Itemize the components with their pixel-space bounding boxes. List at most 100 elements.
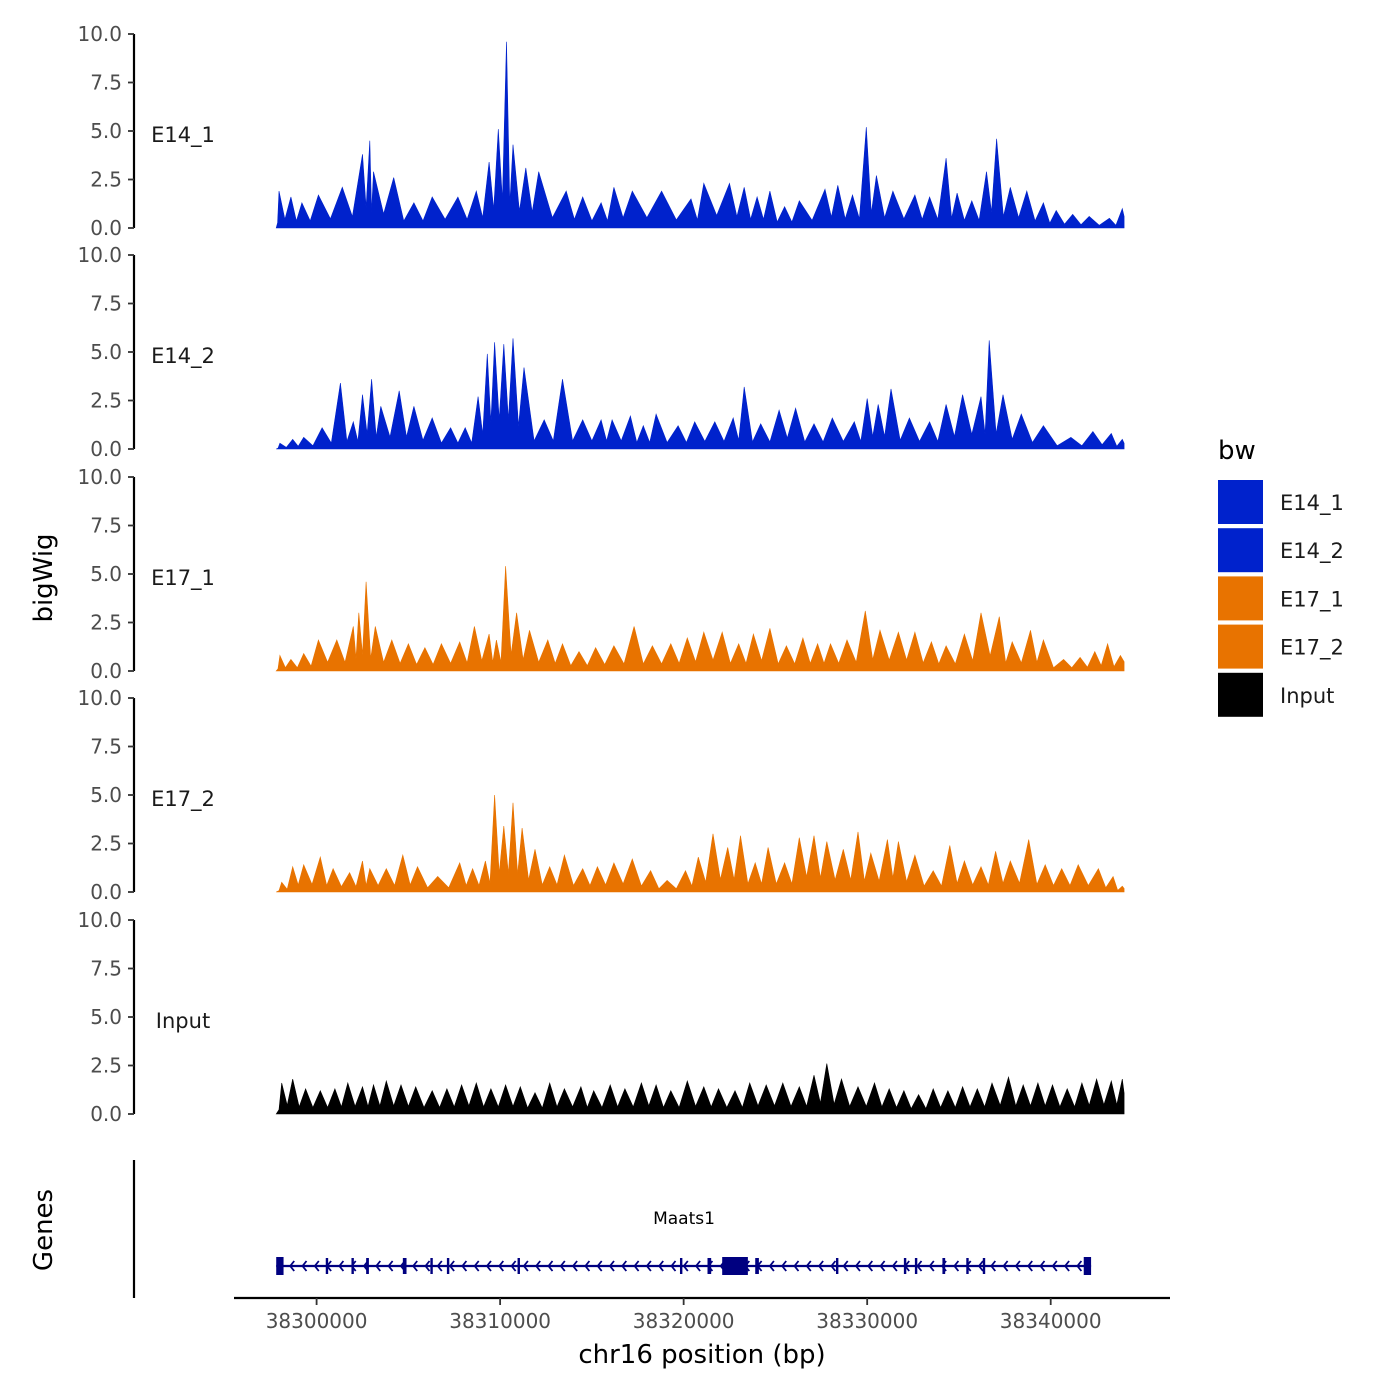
strand-arrow-26 — [608, 1260, 615, 1272]
strand-arrow-19 — [522, 1260, 529, 1272]
y-tick-label-e14-2-4: 10.0 — [77, 243, 122, 267]
y-tick-label-e14-1-1: 2.5 — [90, 168, 122, 192]
strand-arrow-1 — [301, 1260, 308, 1272]
strand-arrow-48 — [879, 1260, 886, 1272]
track-label-e14-1: E14_1 — [151, 123, 215, 148]
strand-arrow-41 — [793, 1260, 800, 1272]
y-tick-label-e17-1-2: 5.0 — [90, 562, 122, 586]
exon-2 — [351, 1258, 354, 1274]
strand-arrow-11 — [424, 1260, 431, 1272]
y-axis-title: bigWig — [29, 533, 59, 622]
strand-arrow-17 — [498, 1260, 505, 1272]
strand-arrow-32 — [682, 1260, 689, 1272]
exon-14 — [914, 1258, 918, 1274]
strand-arrow-18 — [510, 1260, 517, 1272]
exon-15 — [942, 1258, 946, 1274]
x-tick-label-2: 38320000 — [633, 1309, 735, 1333]
strand-arrow-30 — [658, 1260, 664, 1272]
y-tick-label-input-0: 0.0 — [90, 1102, 122, 1126]
strand-arrow-45 — [842, 1260, 849, 1272]
track-input: 0.0 2.5 5.0 7.5 10.0 Input — [77, 908, 1125, 1126]
x-tick-label-4: 38340000 — [1000, 1309, 1102, 1333]
x-axis-title: chr16 position (bp) — [578, 1340, 825, 1370]
exon-4 — [402, 1258, 407, 1274]
y-tick-label-e14-2-2: 5.0 — [90, 340, 122, 364]
strand-arrow-43 — [817, 1260, 824, 1272]
exon-0 — [276, 1257, 284, 1275]
legend: bw E14_1 E14_2 E17_1 E17_2 Input — [1218, 436, 1344, 717]
y-axis-e17-2: 0.0 2.5 5.0 7.5 10.0 — [77, 686, 136, 904]
y-tick-label-e14-1-3: 7.5 — [90, 71, 122, 95]
track-e17-1: 0.0 2.5 5.0 7.5 10.0 E17_1 — [77, 465, 1125, 683]
strand-arrow-7 — [375, 1260, 382, 1272]
exon-13 — [903, 1258, 907, 1274]
coverage-area-e14-2 — [276, 338, 1125, 450]
exon-12 — [835, 1258, 839, 1274]
exon-9 — [707, 1258, 712, 1274]
strand-arrow-2 — [313, 1260, 320, 1272]
strand-arrow-57 — [990, 1260, 997, 1272]
y-tick-label-e17-1-3: 7.5 — [90, 514, 122, 538]
y-tick-label-input-4: 10.0 — [77, 908, 122, 932]
strand-arrow-52 — [928, 1260, 935, 1272]
strand-arrow-23 — [571, 1260, 578, 1272]
strand-arrow-13 — [448, 1260, 455, 1272]
coverage-tracks: 0.0 2.5 5.0 7.5 10.0 E14_1 0.0 2.5 5.0 7.5 10.0 E14… — [77, 22, 1125, 1126]
gene-name-label: Maats1 — [653, 1209, 715, 1229]
track-e14-2: 0.0 2.5 5.0 7.5 10.0 E14_2 — [77, 243, 1125, 461]
strand-arrow-51 — [916, 1260, 923, 1272]
strand-arrow-39 — [768, 1260, 775, 1272]
coverage-area-e17-1 — [275, 566, 1125, 672]
track-label-e17-2: E17_2 — [151, 787, 215, 812]
strand-arrow-28 — [633, 1260, 640, 1272]
track-label-input: Input — [156, 1009, 210, 1033]
strand-arrow-4 — [338, 1260, 345, 1272]
y-axis-input: 0.0 2.5 5.0 7.5 10.0 — [77, 908, 136, 1126]
y-tick-label-e17-2-0: 0.0 — [90, 880, 122, 904]
exon-11 — [755, 1258, 759, 1274]
coverage-area-input — [275, 1063, 1125, 1115]
exon-5 — [430, 1258, 433, 1274]
exon-1 — [325, 1258, 329, 1274]
strand-arrow-49 — [891, 1260, 898, 1272]
y-axis-e14-2: 0.0 2.5 5.0 7.5 10.0 — [77, 243, 136, 461]
y-tick-label-e17-1-4: 10.0 — [77, 465, 122, 489]
strand-arrow-60 — [1027, 1260, 1033, 1272]
strand-arrow-63 — [1063, 1260, 1070, 1272]
x-tick-label-3: 38330000 — [816, 1309, 918, 1333]
legend-swatch-e14-1 — [1218, 480, 1263, 524]
strand-arrow-54 — [953, 1260, 960, 1272]
track-e17-2: 0.0 2.5 5.0 7.5 10.0 E17_2 — [77, 686, 1125, 904]
x-tick-label-1: 38310000 — [449, 1309, 551, 1333]
coverage-area-e14-1 — [275, 41, 1125, 229]
strand-arrow-62 — [1051, 1260, 1058, 1272]
strand-arrow-44 — [830, 1260, 837, 1272]
y-tick-label-input-1: 2.5 — [90, 1054, 122, 1078]
y-tick-label-e14-1-0: 0.0 — [90, 216, 122, 240]
track-label-e17-1: E17_1 — [151, 566, 215, 591]
y-tick-label-e14-1-4: 10.0 — [77, 22, 122, 46]
strand-arrow-14 — [461, 1260, 468, 1272]
strand-arrow-31 — [670, 1260, 677, 1272]
strand-arrow-8 — [387, 1260, 394, 1272]
strand-arrow-24 — [584, 1260, 591, 1272]
x-axis: 38300000 38310000 38320000 38330000 38340000 — [234, 1296, 1170, 1333]
strand-arrow-29 — [645, 1260, 652, 1272]
legend-label-e17-1: E17_1 — [1280, 587, 1344, 612]
exon-3 — [366, 1258, 369, 1274]
y-tick-label-e17-2-4: 10.0 — [77, 686, 122, 710]
exon-18 — [1083, 1257, 1092, 1275]
strand-arrow-40 — [781, 1260, 787, 1272]
legend-label-e14-1: E14_1 — [1280, 491, 1344, 516]
y-tick-label-input-2: 5.0 — [90, 1005, 122, 1029]
legend-label-e17-2: E17_2 — [1280, 636, 1344, 661]
y-tick-label-e14-1-2: 5.0 — [90, 119, 122, 143]
strand-arrow-33 — [694, 1260, 701, 1272]
coverage-area-e17-2 — [276, 794, 1125, 893]
exon-16 — [966, 1258, 969, 1274]
y-tick-label-e14-2-1: 2.5 — [90, 389, 122, 413]
y-tick-label-e17-2-1: 2.5 — [90, 832, 122, 856]
track-label-e14-2: E14_2 — [151, 344, 215, 369]
strand-arrow-64 — [1076, 1260, 1083, 1272]
gene-track: Maats1 — [132, 1160, 1092, 1298]
